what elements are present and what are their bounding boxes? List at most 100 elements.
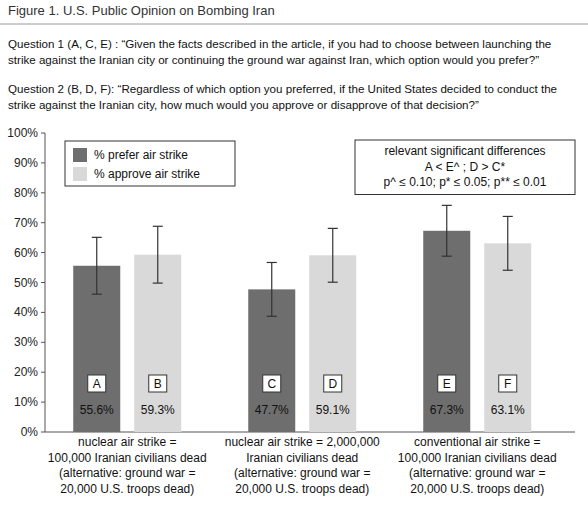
error-bar	[153, 226, 163, 283]
error-cap	[153, 226, 163, 227]
bar-letter: E	[443, 377, 451, 391]
error-cap	[153, 282, 163, 283]
y-tick	[41, 312, 45, 313]
category-label: 20,000 U.S. troops dead)	[410, 482, 544, 496]
error-bar	[503, 216, 513, 270]
bar	[423, 231, 470, 432]
error-line	[271, 262, 272, 316]
bar	[484, 243, 531, 432]
legend-box	[65, 141, 235, 186]
letter-box	[149, 375, 167, 392]
category-label: 20,000 U.S. troops dead)	[235, 482, 369, 496]
error-line	[157, 226, 158, 283]
letter-box	[499, 375, 517, 392]
letter-box	[263, 375, 281, 392]
category-label: (alternative: ground war =	[409, 466, 545, 480]
chart: Figure 1. U.S. Public Opinion on Bombing…	[0, 0, 588, 505]
error-bar	[267, 262, 277, 316]
category-label: Iranian civilians dead	[246, 451, 358, 465]
error-line	[446, 205, 447, 256]
subtitle-line: strike against the Iranian city or conti…	[8, 53, 539, 66]
annotation-box	[355, 140, 575, 195]
error-cap	[442, 205, 452, 206]
category-label: (alternative: ground war =	[59, 466, 195, 480]
legend-swatch	[73, 167, 87, 181]
y-tick	[41, 342, 45, 343]
y-tick-label: 0%	[21, 425, 39, 439]
error-bar	[442, 205, 452, 256]
data-label: 55.6%	[80, 403, 114, 417]
y-tick-label: 20%	[14, 365, 38, 379]
y-tick-label: 40%	[14, 305, 38, 319]
bar-letter: D	[328, 377, 337, 391]
category-label: 20,000 U.S. troops dead)	[60, 482, 194, 496]
category-label: nuclear air strike =	[78, 435, 176, 449]
data-label: 67.3%	[430, 403, 464, 417]
category-label: (alternative: ground war =	[234, 466, 370, 480]
legend-swatch	[73, 148, 87, 162]
error-cap	[92, 294, 102, 295]
y-tick	[41, 282, 45, 283]
y-tick	[41, 133, 45, 134]
bar-letter: A	[93, 377, 101, 391]
error-line	[507, 216, 508, 270]
background	[0, 0, 588, 505]
error-cap	[267, 316, 277, 317]
y-tick-label: 10%	[14, 395, 38, 409]
y-tick	[41, 222, 45, 223]
data-label: 63.1%	[491, 403, 525, 417]
error-cap	[503, 216, 513, 217]
error-cap	[503, 270, 513, 271]
title: Figure 1. U.S. Public Opinion on Bombing…	[8, 3, 275, 18]
letter-box	[324, 375, 342, 392]
y-tick	[41, 252, 45, 253]
error-line	[96, 237, 97, 294]
error-line	[332, 228, 333, 282]
annotation-line: A < E^ ; D > C*	[425, 160, 506, 174]
bar-letter: B	[154, 377, 162, 391]
annotation: relevant significant differences A < E^ ;…	[355, 140, 575, 195]
legend-label: % approve air strike	[94, 167, 200, 181]
annotation-line: p^ ≤ 0.10; p* ≤ 0.05; p** ≤ 0.01	[384, 175, 547, 189]
category-label: conventional air strike =	[414, 435, 540, 449]
y-tick	[41, 162, 45, 163]
y-tick-label: 50%	[14, 276, 38, 290]
category-label: 100,000 Iranian civilians dead	[48, 451, 207, 465]
legend: % prefer air strike % approve air strike	[65, 141, 235, 186]
error-bar	[92, 237, 102, 294]
error-cap	[442, 256, 452, 257]
y-tick	[41, 372, 45, 373]
legend-label: % prefer air strike	[94, 148, 188, 162]
data-label: 59.1%	[316, 403, 350, 417]
y-tick	[41, 402, 45, 403]
error-cap	[328, 282, 338, 283]
subtitle-line: Question 1 (A, C, E) : “Given the facts …	[8, 37, 551, 50]
error-bar	[328, 228, 338, 282]
plot-marks	[73, 205, 531, 432]
subtitle-line: Question 2 (B, D, F): “Regardless of whi…	[8, 82, 557, 95]
category-label: 100,000 Iranian civilians dead	[398, 451, 557, 465]
title-rule	[0, 24, 588, 25]
error-cap	[267, 262, 277, 263]
error-cap	[92, 237, 102, 238]
y-tick-label: 30%	[14, 335, 38, 349]
y-tick	[41, 192, 45, 193]
annotation-title: relevant significant differences	[384, 144, 545, 158]
y-tick-label: 60%	[14, 246, 38, 260]
category-label: nuclear air strike = 2,000,000	[225, 435, 380, 449]
y-axis	[45, 133, 46, 432]
bar	[309, 255, 356, 432]
data-label: 59.3%	[141, 403, 175, 417]
subtitle-line: strike against the Iranian city, how muc…	[8, 98, 479, 111]
y-tick-label: 90%	[14, 156, 38, 170]
letter-box	[438, 375, 456, 392]
error-cap	[328, 228, 338, 229]
y-tick-label: 80%	[14, 186, 38, 200]
data-label: 47.7%	[255, 403, 289, 417]
y-tick-label: 70%	[14, 216, 38, 230]
y-tick-label: 100%	[7, 126, 38, 140]
letter-box	[88, 375, 106, 392]
y-tick	[41, 432, 45, 433]
bar-letter: F	[504, 377, 511, 391]
bar-letter: C	[267, 377, 276, 391]
